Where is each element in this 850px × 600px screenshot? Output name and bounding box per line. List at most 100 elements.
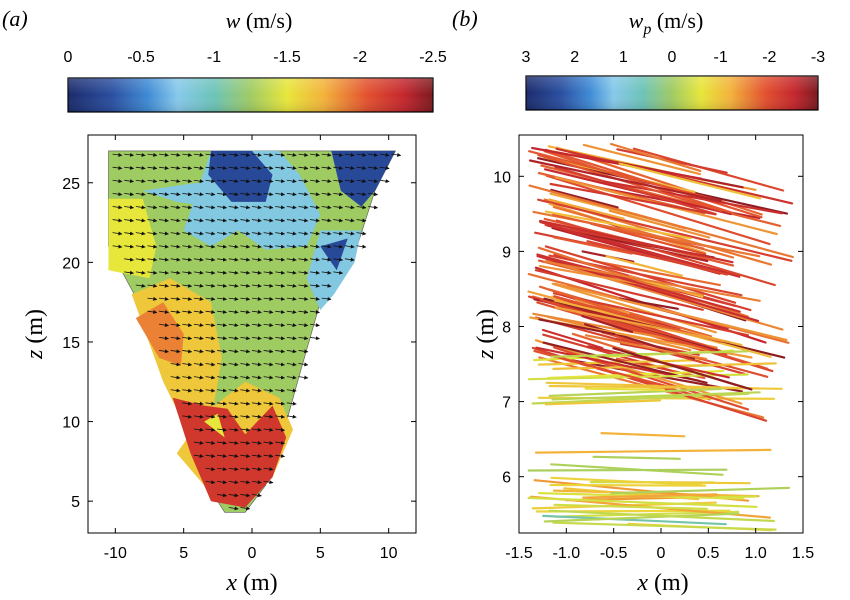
velocity-vector [159, 283, 169, 288]
particle-trajectory [584, 387, 666, 391]
colorbar-b-tick-label: 1 [619, 49, 628, 66]
particle-trajectory [551, 391, 761, 401]
particle-trajectory [537, 154, 723, 212]
velocity-vector [228, 467, 239, 472]
velocity-vector [251, 205, 262, 210]
velocity-vector [240, 427, 251, 432]
velocity-vector [310, 283, 320, 288]
velocity-vector [193, 388, 204, 393]
velocity-vector [112, 179, 123, 184]
velocity-vector [298, 192, 309, 197]
velocity-vector [368, 192, 378, 197]
velocity-vector [228, 336, 239, 341]
velocity-vector [240, 375, 251, 380]
velocity-vector [228, 480, 239, 485]
plot-a-xlabel-var: x [225, 570, 237, 596]
velocity-vector [240, 283, 251, 288]
velocity-vector [217, 231, 227, 236]
velocity-vector [124, 205, 134, 210]
particle-trajectory [550, 188, 619, 209]
velocity-vector [251, 440, 262, 445]
velocity-vector [205, 244, 216, 249]
velocity-vector [205, 467, 216, 472]
velocity-vector [159, 336, 169, 341]
velocity-vector [135, 257, 146, 262]
particle-trajectory [527, 373, 749, 381]
velocity-vector [251, 375, 262, 380]
colorbar-a-variable: w [226, 8, 241, 33]
velocity-vector [251, 336, 262, 341]
velocity-vector [251, 296, 262, 301]
velocity-vector [275, 454, 285, 458]
velocity-vector [263, 166, 274, 170]
velocity-vector [217, 270, 227, 275]
particle-trajectory [544, 148, 763, 219]
velocity-vector [286, 362, 297, 367]
velocity-vector [240, 454, 251, 458]
particle-trajectory [551, 213, 705, 250]
contour-region [331, 150, 396, 207]
velocity-vector [205, 218, 216, 223]
velocity-vector [240, 401, 251, 406]
velocity-vector [228, 192, 239, 197]
velocity-vector [263, 323, 274, 328]
velocity-vector [333, 166, 344, 170]
velocity-vector [193, 336, 204, 341]
velocity-vector [217, 427, 227, 432]
velocity-vector [147, 166, 158, 170]
particle-trajectory [618, 297, 679, 310]
velocity-vector [217, 283, 227, 288]
velocity-vector [286, 336, 297, 341]
velocity-vector [170, 296, 181, 301]
velocity-vector [124, 231, 134, 236]
particle-trajectory [542, 514, 727, 526]
velocity-vector [217, 218, 227, 223]
velocity-vector [240, 388, 251, 393]
velocity-vector [310, 244, 320, 249]
velocity-vector [251, 179, 262, 184]
x-tick-label: 10 [380, 545, 398, 562]
velocity-vector [217, 166, 227, 170]
velocity-vector [205, 192, 216, 197]
velocity-vector [217, 336, 227, 341]
particle-trajectory [534, 269, 704, 311]
velocity-vector [344, 257, 355, 262]
velocity-vector [275, 401, 285, 406]
velocity-vector [321, 257, 332, 262]
velocity-vector [170, 244, 181, 249]
velocity-vector [228, 362, 239, 367]
velocity-vector [182, 192, 193, 197]
colorbar-a-tick-label: -1.5 [273, 49, 301, 66]
velocity-vector [205, 296, 216, 301]
velocity-vector [263, 296, 274, 301]
x-tick-label: -0.5 [600, 545, 628, 562]
velocity-vector [310, 257, 320, 262]
particle-trajectory [552, 236, 633, 255]
velocity-vector [170, 310, 181, 314]
y-tick-label: 15 [62, 335, 80, 352]
velocity-vector [275, 152, 285, 157]
velocity-vector [205, 283, 216, 288]
velocity-vector [159, 205, 169, 210]
x-tick-label: -10 [104, 545, 127, 562]
velocity-vector [228, 270, 239, 275]
velocity-vector [310, 166, 320, 170]
velocity-vector [251, 166, 262, 170]
velocity-vector [193, 205, 204, 210]
y-tick-label: 20 [62, 255, 80, 272]
velocity-vector [275, 166, 285, 170]
velocity-vector [193, 166, 204, 170]
velocity-vector [147, 310, 158, 314]
velocity-vector [286, 166, 297, 170]
velocity-vector [159, 257, 169, 262]
velocity-vector [124, 152, 134, 157]
particle-trajectory [605, 255, 684, 277]
velocity-vector [193, 296, 204, 301]
velocity-vector [286, 152, 297, 157]
particle-trajectory [528, 184, 794, 259]
velocity-vector [286, 244, 297, 249]
velocity-vector [170, 349, 181, 354]
velocity-vector [124, 244, 134, 249]
velocity-vector [135, 205, 146, 210]
velocity-vector [251, 349, 262, 354]
